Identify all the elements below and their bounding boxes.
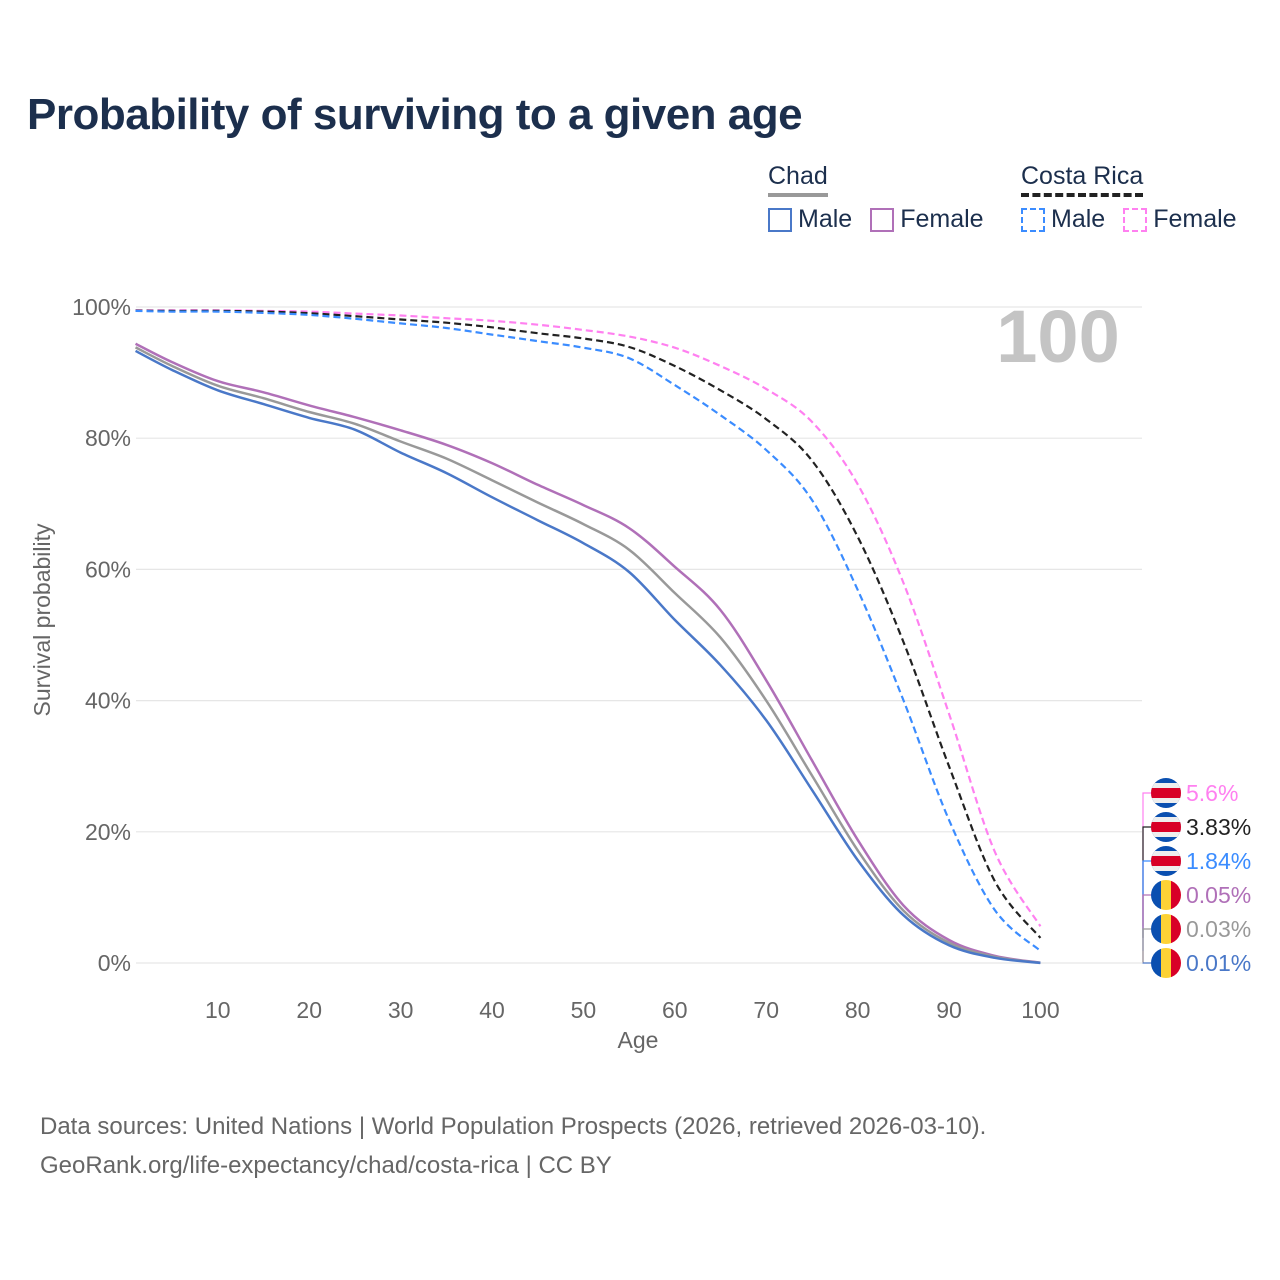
x-tick-label: 50 [571,997,597,1023]
legend-group-chad: Chad Male Female [768,162,984,234]
legend-swatch [1021,207,1045,232]
y-tick-label: 40% [85,688,131,714]
end-value-label: 3.83% [1186,814,1251,840]
y-tick-label: 100% [72,294,131,320]
end-value-label: 0.05% [1186,882,1251,908]
series-line-costa-rica-total[interactable] [135,309,1042,939]
chart-title: Probability of surviving to a given age [27,90,803,139]
end-connector [1142,792,1151,927]
end-connector [1142,928,1151,963]
end-value-label: 0.03% [1186,916,1251,942]
y-tick-label: 80% [85,425,131,451]
end-value-label: 5.6% [1186,780,1238,806]
end-value-label: 1.84% [1186,848,1251,874]
chad-flag-icon [1151,880,1181,910]
x-tick-label: 60 [662,997,688,1023]
data-source: Data sources: United Nations | World Pop… [40,1113,987,1140]
x-tick-label: 70 [753,997,779,1023]
x-tick-label: 40 [479,997,505,1023]
legend-group-costa-rica: Costa Rica Male Female [1021,162,1237,234]
legend-country-costa-rica[interactable]: Costa Rica [1021,162,1144,197]
chad-flag-icon [1151,948,1181,978]
y-tick-label: 20% [85,819,131,845]
legend-costa-rica-female[interactable]: Female [1123,205,1237,234]
legend-swatch [1123,207,1148,232]
series-line-costa-rica-male[interactable] [135,309,1042,952]
series-line-chad-male[interactable] [134,349,1041,965]
footer: Data sources: United Nations | World Pop… [40,1107,986,1185]
legend-label: Male [1051,205,1106,233]
legend-label: Female [900,205,984,233]
costa-rica-flag-icon [1151,778,1181,808]
legend-chad-female[interactable]: Female [870,205,984,234]
costa-rica-flag-icon [1151,846,1181,876]
costa-rica-flag-icon [1151,812,1181,842]
y-tick-label: 0% [98,950,131,976]
legend-country-chad[interactable]: Chad [768,162,828,197]
legend-label: Female [1153,205,1237,233]
end-value-label: 0.01% [1186,950,1251,976]
x-tick-label: 10 [205,997,231,1023]
legend-label: Male [798,205,853,233]
chad-flag-icon [1151,914,1181,944]
series-line-chad-female[interactable] [134,342,1041,964]
series-line-costa-rica-female[interactable] [135,309,1042,927]
x-tick-label: 30 [388,997,414,1023]
age-watermark: 100 [996,295,1119,378]
x-axis-label: Age [618,1027,659,1053]
x-tick-label: 80 [845,997,871,1023]
series-line-chad-total[interactable] [134,346,1041,965]
end-connector [1142,860,1151,951]
x-tick-label: 20 [296,997,322,1023]
source-link[interactable]: GeoRank.org/life-expectancy/chad/costa-r… [40,1152,612,1179]
y-axis-label: Survival probability [29,523,55,717]
legend-swatch [870,207,895,232]
legend-swatch [768,207,792,232]
x-tick-label: 100 [1021,997,1059,1023]
end-connector [1142,826,1151,938]
legend-chad-male[interactable]: Male [768,205,852,234]
legend-costa-rica-male[interactable]: Male [1021,205,1105,234]
x-tick-label: 90 [936,997,962,1023]
y-tick-label: 60% [85,556,131,582]
